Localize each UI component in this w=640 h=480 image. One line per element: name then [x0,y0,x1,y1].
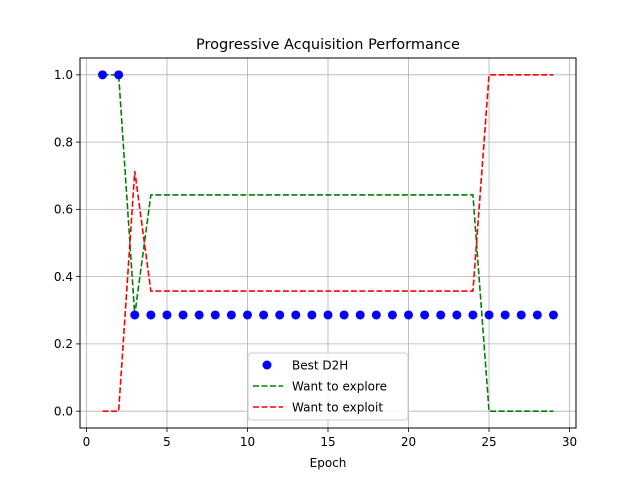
x-tick-label: 20 [401,435,416,449]
legend-label-exploit: Want to exploit [292,401,383,415]
data-point [436,310,446,320]
x-tick-label: 5 [163,435,171,449]
data-point [420,310,430,320]
data-point [468,310,478,320]
data-point [226,310,236,320]
data-point [548,310,558,320]
x-tick-label: 10 [240,435,255,449]
data-point [291,310,301,320]
axis-ticks: 0 5 10 15 20 25 30 0.0 0.2 0.4 0.6 0.8 1.0 [54,68,577,449]
y-tick-label: 0.2 [54,337,73,351]
legend-marker-best-d2h [262,360,272,370]
data-point [387,310,397,320]
chart-title: Progressive Acquisition Performance [196,37,460,53]
data-point [516,310,526,320]
y-tick-label: 1.0 [54,68,73,82]
series-line-1 [102,74,554,412]
y-tick-label: 0.6 [54,203,73,217]
data-point [178,310,188,320]
data-point [275,310,285,320]
data-point [114,70,124,80]
data-point [130,310,140,320]
x-tick-label: 0 [83,435,91,449]
x-axis-label: Epoch [310,456,347,470]
data-point [194,310,204,320]
data-point [307,310,317,320]
data-point [98,70,108,80]
plot-series [98,70,558,412]
x-tick-label: 15 [320,435,335,449]
data-point [146,310,156,320]
data-point [532,310,542,320]
y-tick-label: 0.0 [54,404,73,418]
data-point [162,310,172,320]
data-point [339,310,349,320]
data-point [371,310,381,320]
data-point [355,310,365,320]
data-point [323,310,333,320]
data-point [242,310,252,320]
x-tick-label: 25 [481,435,496,449]
legend: Best D2H Want to explore Want to exploit [247,352,409,421]
legend-box [247,352,409,421]
data-point [404,310,414,320]
y-tick-label: 0.8 [54,135,73,149]
data-point [484,310,494,320]
data-point [259,310,269,320]
data-point [452,310,462,320]
data-point [210,310,220,320]
y-tick-label: 0.4 [54,270,73,284]
legend-label-explore: Want to explore [292,380,387,394]
x-tick-label: 30 [562,435,577,449]
legend-label-best-d2h: Best D2H [292,359,348,373]
series-line-2 [102,74,554,412]
data-point [500,310,510,320]
